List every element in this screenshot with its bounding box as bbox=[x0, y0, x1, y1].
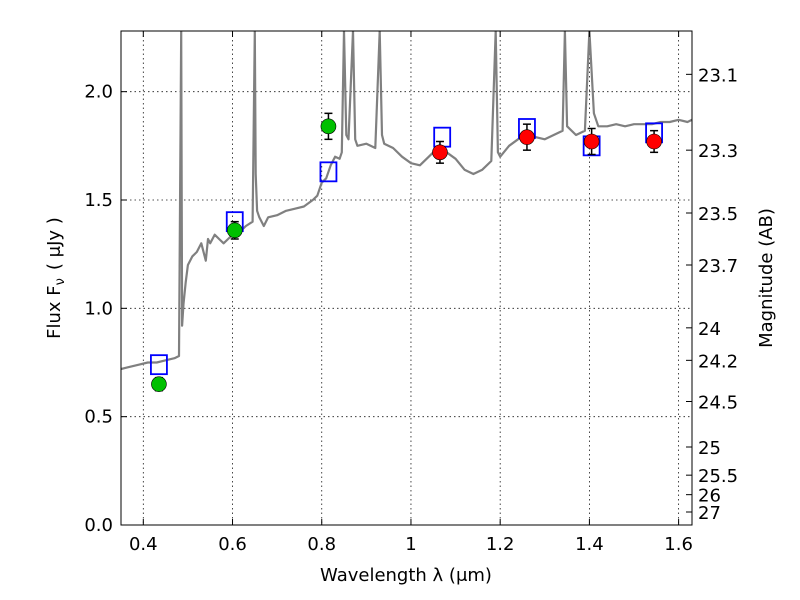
observed-point-marker bbox=[226, 222, 243, 239]
grid bbox=[121, 31, 692, 526]
spectrum-line bbox=[121, 31, 692, 371]
plot-area bbox=[121, 31, 692, 371]
model-square-marker bbox=[150, 354, 168, 376]
right-tick-label: 24.2 bbox=[698, 351, 738, 372]
x-tick-label: 1.6 bbox=[664, 534, 693, 555]
right-tick-label: 23.3 bbox=[698, 141, 738, 162]
right-tick-label: 25.5 bbox=[698, 466, 738, 487]
y-tick-label: 0.0 bbox=[84, 515, 113, 536]
y-axis-label-sub: ν bbox=[53, 278, 68, 285]
observed-point-marker bbox=[519, 129, 535, 145]
x-tick-label: 0.6 bbox=[218, 534, 247, 555]
observed-point-marker bbox=[432, 144, 448, 161]
x-tick-label: 0.4 bbox=[129, 534, 158, 555]
y-axis-label: Flux Fν ( μJy ) bbox=[44, 217, 68, 339]
right-tick-label: 27 bbox=[698, 503, 721, 524]
y-tick-label: 1.5 bbox=[84, 190, 113, 211]
right-axis-label: Magnitude (AB) bbox=[756, 208, 777, 348]
y-tick-label: 1.0 bbox=[84, 298, 113, 319]
right-tick-label: 24 bbox=[698, 319, 721, 340]
observed-point-marker bbox=[583, 133, 600, 150]
x-tick-label: 1 bbox=[405, 534, 416, 555]
model-square-marker bbox=[433, 126, 452, 148]
right-tick-label: 25 bbox=[698, 438, 721, 459]
observed-point-marker bbox=[151, 376, 167, 392]
right-tick-label: 23.1 bbox=[698, 65, 738, 86]
observed-point-marker bbox=[646, 133, 662, 150]
y-tick-label: 2.0 bbox=[84, 82, 113, 103]
markers bbox=[150, 112, 663, 392]
x-tick-label: 1.2 bbox=[486, 534, 515, 555]
model-square-marker bbox=[319, 161, 338, 183]
observed-point-marker bbox=[320, 118, 337, 135]
y-axis-label-main: Flux F bbox=[44, 285, 65, 339]
y-tick-label: 0.5 bbox=[84, 407, 113, 428]
right-tick-label: 23.5 bbox=[698, 204, 738, 225]
right-tick-label: 26 bbox=[698, 486, 721, 507]
axes: 0.4 0.6 0.8 1 1.2 1.4 1.6 0.0 0.5 1.0 1.5 2.0 23.1 23… bbox=[84, 31, 738, 555]
plot-frame bbox=[120, 30, 693, 526]
x-tick-label: 1.4 bbox=[575, 534, 604, 555]
y-axis-label-unit: ( μJy ) bbox=[44, 217, 65, 270]
x-axis-label: Wavelength λ (μm) bbox=[320, 565, 492, 586]
right-tick-label: 24.5 bbox=[698, 393, 738, 414]
right-tick-label: 23.7 bbox=[698, 256, 738, 277]
x-tick-label: 0.8 bbox=[307, 534, 336, 555]
